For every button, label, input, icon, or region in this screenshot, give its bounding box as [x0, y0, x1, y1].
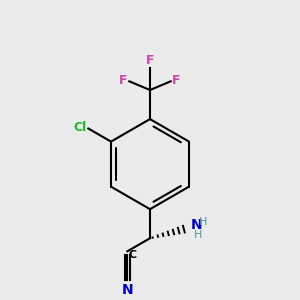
Text: N: N: [191, 218, 203, 232]
Text: F: F: [119, 74, 128, 87]
Text: N: N: [122, 283, 133, 297]
Text: F: F: [146, 54, 154, 68]
Text: Cl: Cl: [74, 121, 87, 134]
Text: C: C: [129, 250, 137, 260]
Text: H: H: [194, 230, 202, 240]
Text: F: F: [172, 74, 181, 87]
Text: H: H: [199, 217, 207, 227]
